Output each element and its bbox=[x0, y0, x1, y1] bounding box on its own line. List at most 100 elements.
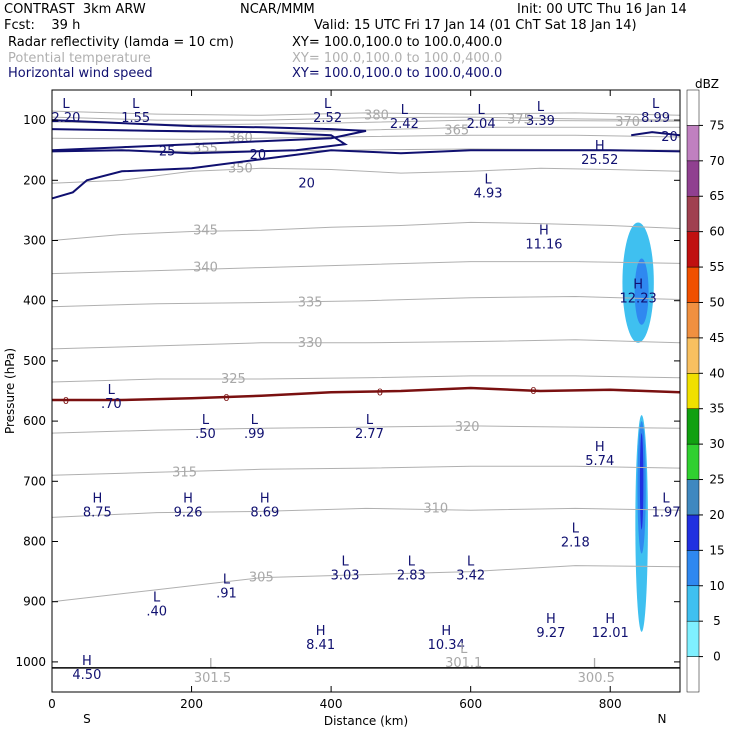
wind-contour-label: 20 bbox=[298, 176, 315, 191]
colorbar-swatch bbox=[686, 125, 700, 162]
header-line2-left: Fcst: 39 h bbox=[4, 18, 81, 33]
colorbar-swatch bbox=[686, 89, 700, 126]
hl-marker: H bbox=[316, 624, 326, 639]
theta-contour-line bbox=[51, 375, 681, 383]
y-tick-label: 1000 bbox=[15, 655, 46, 669]
hl-value: 2.20 bbox=[51, 111, 80, 126]
theta-contour-line bbox=[51, 565, 681, 603]
hl-marker: L bbox=[537, 100, 545, 115]
colorbar-tick-label: 45 bbox=[709, 331, 724, 345]
hl-marker: L bbox=[132, 97, 140, 112]
hl-value: 3.39 bbox=[526, 114, 555, 129]
freezing-level-label: 0 bbox=[223, 393, 229, 404]
hl-value: 2.77 bbox=[355, 427, 384, 442]
hl-marker: H bbox=[441, 624, 451, 639]
colorbar-tick-label: 0 bbox=[713, 650, 721, 664]
hl-value: 8.75 bbox=[83, 505, 112, 520]
hl-marker: H bbox=[260, 491, 270, 506]
theta-contour-label: 310 bbox=[423, 501, 448, 516]
hl-value: 12.01 bbox=[592, 626, 629, 641]
theta-contour-label: 330 bbox=[298, 336, 323, 351]
hl-marker: L bbox=[202, 413, 210, 428]
colorbar-tick-label: 70 bbox=[709, 154, 724, 168]
x-end-label-left: S bbox=[83, 712, 91, 726]
colorbar-swatch bbox=[686, 160, 700, 197]
colorbar-swatch bbox=[686, 479, 700, 516]
reflectivity-blob bbox=[639, 433, 644, 530]
hl-value: 3.03 bbox=[331, 569, 360, 584]
colorbar-swatch bbox=[686, 585, 700, 622]
hl-value: 301.5 bbox=[194, 671, 231, 686]
hl-value: 2.04 bbox=[467, 117, 496, 132]
x-tick-label: 200 bbox=[180, 697, 203, 711]
hl-value: 3.42 bbox=[456, 569, 485, 584]
hl-value: 300.5 bbox=[578, 671, 615, 686]
colorbar-swatch bbox=[686, 408, 700, 445]
x-tick-label: 600 bbox=[459, 697, 482, 711]
hl-marker: L bbox=[478, 103, 486, 118]
header-line2-right: Valid: 15 UTC Fri 17 Jan 14 (01 ChT Sat … bbox=[314, 18, 637, 33]
colorbar-swatch bbox=[686, 514, 700, 551]
theta-contour-line bbox=[51, 261, 681, 275]
theta-contour-label: 335 bbox=[298, 296, 323, 311]
colorbar-tick-label: 40 bbox=[709, 366, 724, 380]
reflectivity-blob bbox=[634, 258, 649, 325]
hl-value: 12.23 bbox=[620, 292, 657, 307]
colorbar: 0 5 10 15 20 25 30 35 40 45 50 55 60 65 70 75 dBZ bbox=[686, 77, 725, 693]
y-tick-label: 700 bbox=[23, 474, 46, 488]
y-tick-label: 900 bbox=[23, 595, 46, 609]
theta-contour-label: 305 bbox=[249, 571, 274, 586]
hl-value: 8.99 bbox=[641, 111, 670, 126]
hl-marker: L bbox=[572, 521, 580, 536]
field1-name: Radar reflectivity (lamda = 10 cm) bbox=[8, 35, 234, 50]
theta-contour-label: 340 bbox=[193, 261, 218, 276]
hl-value: 2.52 bbox=[313, 111, 342, 126]
hl-marker: L bbox=[460, 642, 468, 657]
hl-labels: L2.20L1.55L2.52L2.42L2.04L3.39L8.99H25.5… bbox=[51, 97, 680, 686]
colorbar-swatch bbox=[686, 302, 700, 339]
hl-value: 9.26 bbox=[174, 505, 203, 520]
theta-contour-line bbox=[51, 295, 681, 308]
x-tick-label: 800 bbox=[599, 697, 622, 711]
wind-contour-line bbox=[51, 119, 367, 152]
hl-marker: H bbox=[595, 139, 605, 154]
theta-contour-line bbox=[51, 167, 681, 184]
hl-marker: H bbox=[546, 612, 556, 627]
reflectivity-layer bbox=[622, 222, 654, 632]
y-tick-label: 500 bbox=[23, 354, 46, 368]
header-line1-right: Init: 00 UTC Thu 16 Jan 14 bbox=[517, 2, 687, 17]
field2-xy: XY= 100.0,100.0 to 100.0,400.0 bbox=[292, 51, 503, 66]
freezing-level-line bbox=[52, 386, 681, 402]
hl-marker: L bbox=[223, 573, 231, 588]
y-axis-label: Pressure (hPa) bbox=[3, 348, 17, 434]
hl-marker: L bbox=[401, 103, 409, 118]
theta-contour-label: 350 bbox=[228, 161, 253, 176]
hl-value: .70 bbox=[101, 397, 122, 412]
y-tick-label: 100 bbox=[23, 113, 46, 127]
colorbar-tick-label: 5 bbox=[713, 614, 721, 628]
freezing-level-label: 0 bbox=[377, 388, 383, 399]
theta-contours: 380 375 3703653603553503453403353303253203… bbox=[51, 108, 681, 603]
field3-name: Horizontal wind speed bbox=[8, 66, 153, 81]
hl-value: 1.97 bbox=[652, 505, 681, 520]
theta-contour-line bbox=[51, 507, 681, 518]
field2-name: Potential temperature bbox=[8, 51, 151, 66]
hl-value: 25.52 bbox=[581, 153, 618, 168]
hl-marker: L bbox=[467, 555, 475, 570]
hl-marker: L bbox=[341, 555, 349, 570]
y-tick-label: 300 bbox=[23, 234, 46, 248]
y-tick-label: 200 bbox=[23, 173, 46, 187]
hl-marker: L bbox=[484, 172, 492, 187]
colorbar-tick-label: 75 bbox=[709, 118, 724, 132]
theta-contour-line bbox=[51, 110, 681, 116]
theta-contour-label: 360 bbox=[228, 131, 253, 146]
header-line1-center: NCAR/MMM bbox=[240, 2, 315, 17]
hl-value: .40 bbox=[146, 605, 167, 620]
hl-marker: L bbox=[593, 657, 601, 672]
colorbar-swatch bbox=[686, 195, 700, 232]
theta-contour-label: 345 bbox=[193, 223, 218, 238]
field1-xy: XY= 100.0,100.0 to 100.0,400.0 bbox=[292, 35, 503, 50]
x-end-label-right: N bbox=[658, 712, 667, 726]
hl-marker: H bbox=[595, 440, 605, 455]
colorbar-tick-label: 50 bbox=[709, 295, 724, 309]
